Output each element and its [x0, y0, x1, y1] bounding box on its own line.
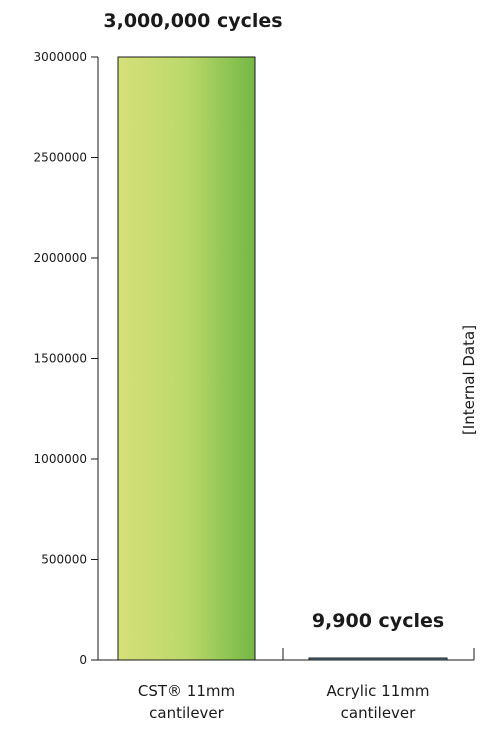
category-label: CST® 11mm [138, 682, 235, 700]
data-label: 3,000,000 cycles [103, 10, 282, 32]
bars [117, 56, 448, 661]
bar [117, 56, 256, 661]
internal-data-note: [Internal Data] [460, 325, 478, 435]
y-tick-label: 3000000 [34, 50, 87, 64]
y-tick-label: 1000000 [34, 452, 87, 466]
category-label: Acrylic 11mm [327, 682, 430, 700]
bar [308, 657, 448, 661]
data-label: 9,900 cycles [312, 610, 444, 632]
y-tick-label: 2000000 [34, 251, 87, 265]
y-tick-label: 2500000 [34, 151, 87, 165]
category-label: cantilever [149, 704, 224, 722]
category-label: cantilever [341, 704, 416, 722]
y-tick-label: 0 [79, 653, 87, 667]
y-tick-label: 1500000 [34, 352, 87, 366]
y-tick-label: 500000 [41, 553, 87, 567]
y-axis: 0 500000 1000000 1500000 2000000 2500000 30000… [34, 50, 99, 667]
category-labels: CST® 11mm cantilever Acrylic 11mm cantileve… [138, 682, 430, 722]
data-labels: 3,000,000 cycles 9,900 cycles [103, 10, 444, 632]
